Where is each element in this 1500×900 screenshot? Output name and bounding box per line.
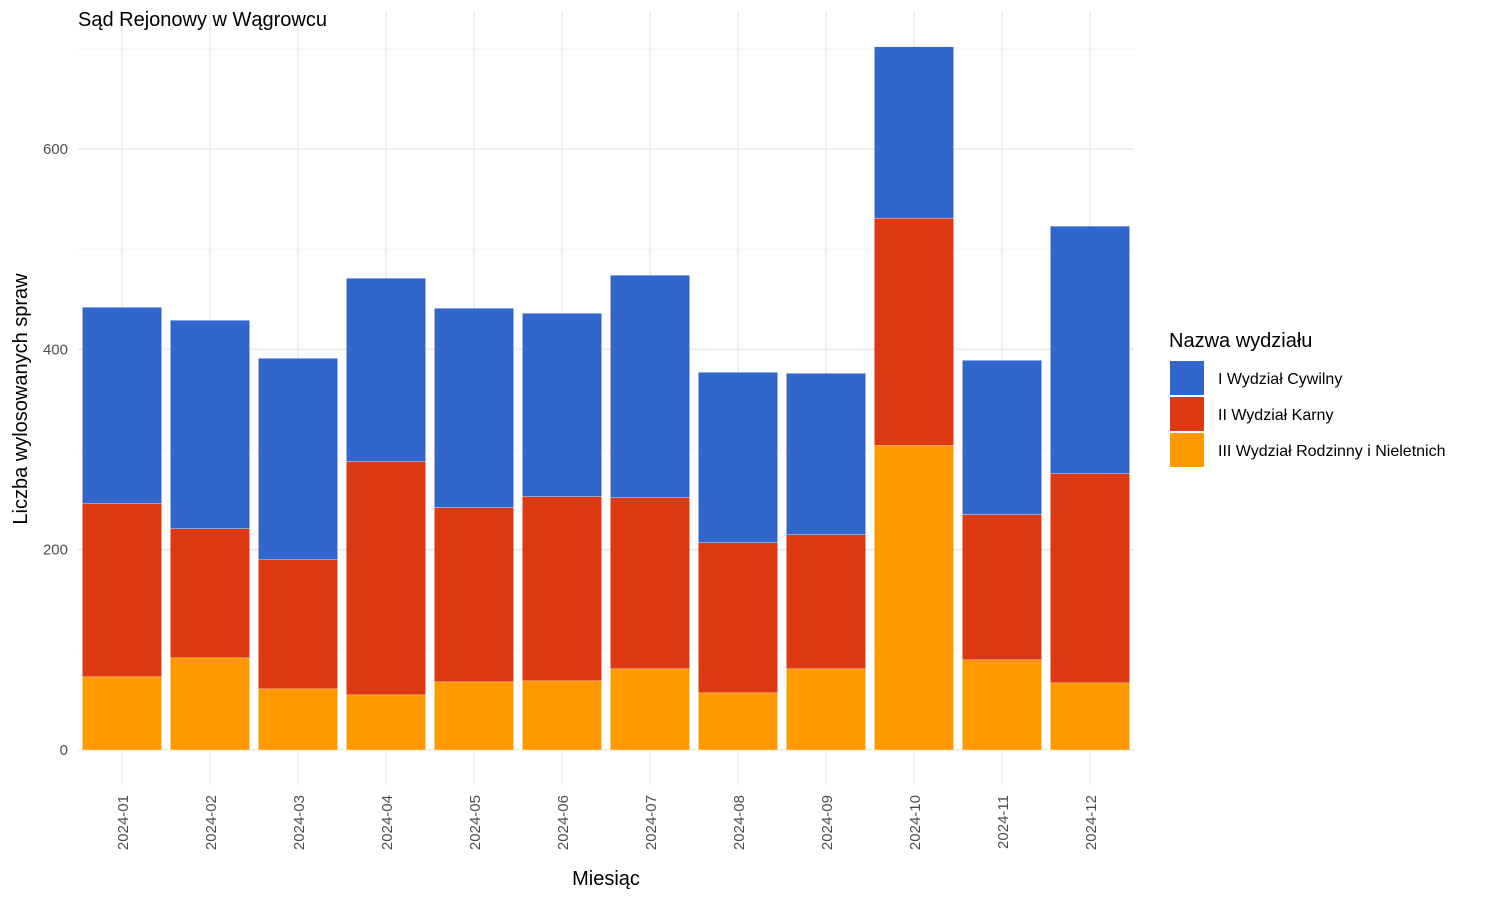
bar-segment <box>82 503 162 678</box>
bar-segment <box>698 542 778 694</box>
bar-segment <box>962 659 1042 751</box>
x-tick-label: 2024-12 <box>1083 795 1100 850</box>
bar-segment <box>962 360 1042 515</box>
x-tick-label: 2024-07 <box>643 795 660 850</box>
bar-segment <box>1050 682 1130 751</box>
bar-segment <box>786 534 866 670</box>
y-tick-label: 400 <box>43 341 68 358</box>
x-tick-label: 2024-08 <box>731 795 748 850</box>
bar-segment <box>874 217 954 446</box>
bar-segment <box>874 46 954 219</box>
bar-segment <box>434 681 514 751</box>
x-tick-label: 2024-05 <box>467 795 484 850</box>
y-axis-title: Liczba wylosowanych spraw <box>10 273 32 525</box>
y-tick-label: 600 <box>43 141 68 158</box>
bar-segment <box>786 668 866 751</box>
x-tick-label: 2024-06 <box>555 795 572 850</box>
bar-segment <box>170 320 250 529</box>
x-tick-label: 2024-02 <box>203 795 220 850</box>
legend-label: I Wydział Cywilny <box>1218 371 1342 388</box>
bar-segment <box>1050 473 1130 684</box>
bar-segment <box>434 308 514 508</box>
bars <box>82 46 1130 751</box>
y-axis-ticks: 0 200 400 600 <box>43 141 68 759</box>
bar-segment <box>610 275 690 498</box>
x-tick-label: 2024-04 <box>379 795 396 850</box>
x-axis-title: Miesiąc <box>572 868 640 890</box>
x-tick-label: 2024-10 <box>907 795 924 850</box>
bar-segment <box>82 676 162 751</box>
y-tick-label: 0 <box>60 742 68 759</box>
bar-segment <box>434 507 514 683</box>
bar-segment <box>698 692 778 751</box>
bar-segment <box>346 461 426 696</box>
legend-swatch <box>1170 433 1204 467</box>
bar-segment <box>346 694 426 751</box>
x-tick-label: 2024-09 <box>819 795 836 850</box>
bar-segment <box>522 680 602 751</box>
bar-segment <box>346 278 426 462</box>
bar-segment <box>698 372 778 543</box>
x-tick-label: 2024-03 <box>291 795 308 850</box>
bar-segment <box>258 358 338 560</box>
y-tick-label: 200 <box>43 542 68 559</box>
bar-segment <box>786 373 866 535</box>
legend-label: III Wydział Rodzinny i Nieletnich <box>1218 443 1446 460</box>
legend: Nazwa wydziału I Wydział Cywilny II Wydzi… <box>1169 330 1446 467</box>
x-tick-label: 2024-01 <box>115 795 132 850</box>
legend-swatch <box>1170 361 1204 395</box>
legend-label: II Wydział Karny <box>1218 407 1333 424</box>
bar-segment <box>258 688 338 751</box>
x-axis-ticks: 2024-01 2024-02 2024-03 2024-04 2024-05 2024-… <box>115 795 1100 850</box>
bar-segment <box>170 657 250 751</box>
bar-segment <box>522 496 602 682</box>
legend-title: Nazwa wydziału <box>1169 330 1312 352</box>
bar-segment <box>170 528 250 658</box>
bar-segment <box>1050 225 1130 474</box>
bar-segment <box>610 497 690 670</box>
bar-segment <box>874 445 954 751</box>
legend-swatch <box>1170 397 1204 431</box>
x-tick-label: 2024-11 <box>995 795 1012 849</box>
bar-segment <box>82 307 162 504</box>
bar-segment <box>522 313 602 497</box>
bar-segment <box>258 559 338 690</box>
chart-title: Sąd Rejonowy w Wągrowcu <box>78 9 327 31</box>
bar-segment <box>962 514 1042 661</box>
bar-segment <box>610 668 690 751</box>
